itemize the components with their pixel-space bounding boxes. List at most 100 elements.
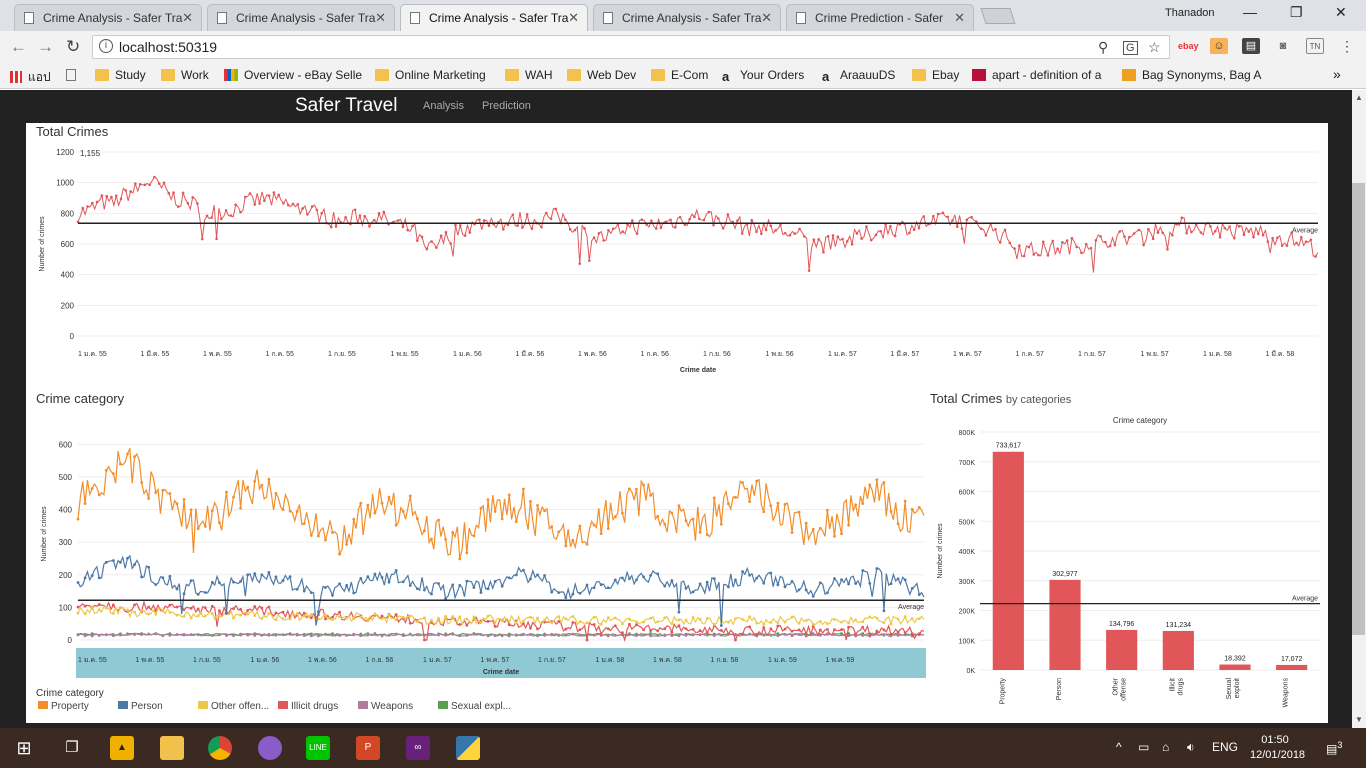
network-icon[interactable]: ⌂ — [1162, 740, 1170, 754]
bookmark-apps[interactable]: แอป — [10, 68, 51, 87]
legend-item-sexual-exploit[interactable]: Sexual expl... — [438, 701, 511, 712]
file-explorer-icon[interactable] — [160, 736, 184, 760]
more-bookmarks-icon[interactable]: » — [1333, 66, 1341, 82]
data-point — [493, 634, 497, 638]
close-tab-icon[interactable]: ✕ — [568, 10, 579, 25]
browser-tab[interactable]: Crime Analysis - Safer Tra ✕ — [207, 4, 395, 31]
data-point — [840, 628, 843, 632]
bookmark-wah[interactable]: WAH — [505, 68, 553, 82]
github-desktop-icon[interactable] — [258, 736, 282, 760]
data-point — [688, 217, 691, 221]
input-language[interactable]: ENG — [1212, 740, 1239, 754]
data-point — [90, 574, 94, 578]
bookmark-apart-definition[interactable]: apart - definition of a — [972, 68, 1101, 82]
browser-tab-active[interactable]: Crime Analysis - Safer Tra ✕ — [400, 4, 588, 31]
chrome-icon[interactable] — [208, 736, 232, 760]
bookmark-study[interactable]: Study — [95, 68, 146, 82]
data-point — [486, 634, 490, 638]
crimes-by-category-chart[interactable]: Crime category 0K 100K 200K 300K 400K 500K 600K… — [930, 408, 1325, 718]
data-point — [232, 607, 235, 611]
data-point — [331, 633, 334, 637]
system-clock[interactable]: 01:50 12/01/2018 — [1250, 733, 1305, 763]
bookmark-your-orders[interactable]: a Your Orders — [722, 68, 804, 84]
maximize-icon[interactable]: ❐ — [1290, 4, 1303, 20]
browser-tab[interactable]: Crime Analysis - Safer Tra ✕ — [14, 4, 202, 31]
url-text[interactable]: localhost:50319 — [119, 39, 218, 55]
translate-icon[interactable]: G — [1123, 41, 1138, 55]
volume-icon[interactable]: 🔉︎ — [1187, 740, 1195, 754]
info-icon[interactable]: i — [99, 39, 113, 53]
camera-extension-icon[interactable]: ◙ — [1279, 40, 1287, 52]
task-view-icon[interactable]: ❐ — [65, 739, 79, 756]
profile-name[interactable]: Thanadon — [1165, 7, 1215, 19]
total-crimes-chart[interactable]: 0 200 400 600 800 1000 1200 Number of crimes Cri… — [30, 140, 1330, 380]
scroll-up-icon[interactable]: ▲ — [1355, 93, 1363, 102]
data-point — [511, 213, 515, 217]
star-icon[interactable]: ☆ — [1148, 39, 1161, 55]
ebay-extension-icon[interactable]: ebay — [1178, 41, 1199, 51]
minimize-icon[interactable]: — — [1243, 4, 1257, 20]
legend-item-weapons[interactable]: Weapons — [358, 701, 413, 712]
bookmark-ebay[interactable]: Ebay — [912, 68, 959, 82]
powerpoint-icon[interactable]: P — [356, 736, 380, 760]
visual-studio-icon[interactable]: ∞ — [406, 736, 430, 760]
legend-item-property[interactable]: Property — [38, 701, 89, 712]
bookmark-e-com[interactable]: E-Com — [651, 68, 708, 82]
bookmark-page[interactable] — [66, 68, 82, 82]
close-tab-icon[interactable]: ✕ — [954, 10, 965, 25]
data-point — [804, 632, 808, 636]
legend-item-illicit-drugs[interactable]: Illicit drugs — [278, 701, 338, 712]
film-extension-icon[interactable]: ▤ — [1242, 38, 1260, 54]
nav-analysis[interactable]: Analysis — [423, 100, 464, 112]
nav-prediction[interactable]: Prediction — [482, 100, 531, 112]
bookmark-ebay-overview[interactable]: Overview - eBay Selle — [224, 68, 362, 82]
windows-start-icon[interactable]: ⊞ — [16, 738, 32, 758]
data-point — [861, 634, 865, 637]
menu-icon[interactable]: ⋮ — [1340, 38, 1354, 54]
notification-center-icon[interactable]: ▤3 — [1326, 740, 1343, 756]
bookmark-bag-synonyms[interactable]: Bag Synonyms, Bag A — [1122, 68, 1261, 82]
show-hidden-icons[interactable]: ^ — [1116, 740, 1122, 754]
data-point — [717, 217, 720, 220]
scrollbar-thumb[interactable] — [1352, 183, 1365, 635]
battery-icon[interactable]: ▭ — [1138, 740, 1150, 754]
crime-category-chart[interactable]: 0 100 200 300 400 500 600 Number of crimes 1 ม.ค… — [30, 408, 930, 688]
tn-extension-icon[interactable]: TN — [1306, 38, 1324, 54]
line-icon[interactable]: LINE — [306, 736, 330, 760]
browser-tab[interactable]: Crime Prediction - Safer ✕ — [786, 4, 974, 31]
data-point — [479, 633, 483, 636]
brand-logo[interactable]: Safer Travel — [295, 95, 398, 116]
data-point — [1018, 244, 1021, 247]
close-tab-icon[interactable]: ✕ — [182, 10, 193, 25]
bookmark-web-dev[interactable]: Web Dev — [567, 68, 636, 82]
back-icon[interactable]: ← — [10, 37, 27, 56]
bookmark-araauuds[interactable]: a AraauuDS — [822, 68, 895, 84]
data-point — [444, 538, 448, 541]
data-point — [196, 607, 200, 611]
browser-tab-bar: Crime Analysis - Safer Tra ✕ Crime Analys… — [0, 0, 1366, 31]
scroll-down-icon[interactable]: ▼ — [1355, 715, 1363, 724]
bookmark-work[interactable]: Work — [161, 68, 209, 82]
close-tab-icon[interactable]: ✕ — [761, 10, 772, 25]
zoom-icon[interactable]: ⚲ — [1098, 39, 1109, 55]
forward-icon[interactable]: → — [37, 37, 54, 56]
legend-item-person[interactable]: Person — [118, 701, 163, 712]
bookmark-online-marketing[interactable]: Online Marketing — [375, 68, 486, 82]
data-point — [1051, 239, 1055, 243]
reload-icon[interactable]: ↻ — [66, 37, 81, 56]
data-point — [783, 633, 787, 636]
address-bar[interactable]: i localhost:50319 ⚲ G ☆ — [92, 35, 1170, 59]
close-tab-icon[interactable]: ✕ — [375, 10, 386, 25]
data-point — [451, 632, 455, 636]
data-point — [338, 552, 341, 556]
face-extension-icon[interactable]: ☺ — [1210, 38, 1228, 54]
legend-item-other-offense[interactable]: Other offen... — [198, 701, 269, 712]
app-icon-warning[interactable]: ▲ — [110, 736, 134, 760]
browser-tab[interactable]: Crime Analysis - Safer Tra ✕ — [593, 4, 781, 31]
data-point — [458, 557, 462, 561]
python-icon[interactable] — [456, 736, 480, 760]
x-tick-label: 1 ม.ค. 55 — [78, 351, 107, 358]
close-window-icon[interactable]: ✕ — [1335, 4, 1347, 20]
data-point — [408, 632, 412, 636]
new-tab-button[interactable] — [980, 8, 1016, 24]
